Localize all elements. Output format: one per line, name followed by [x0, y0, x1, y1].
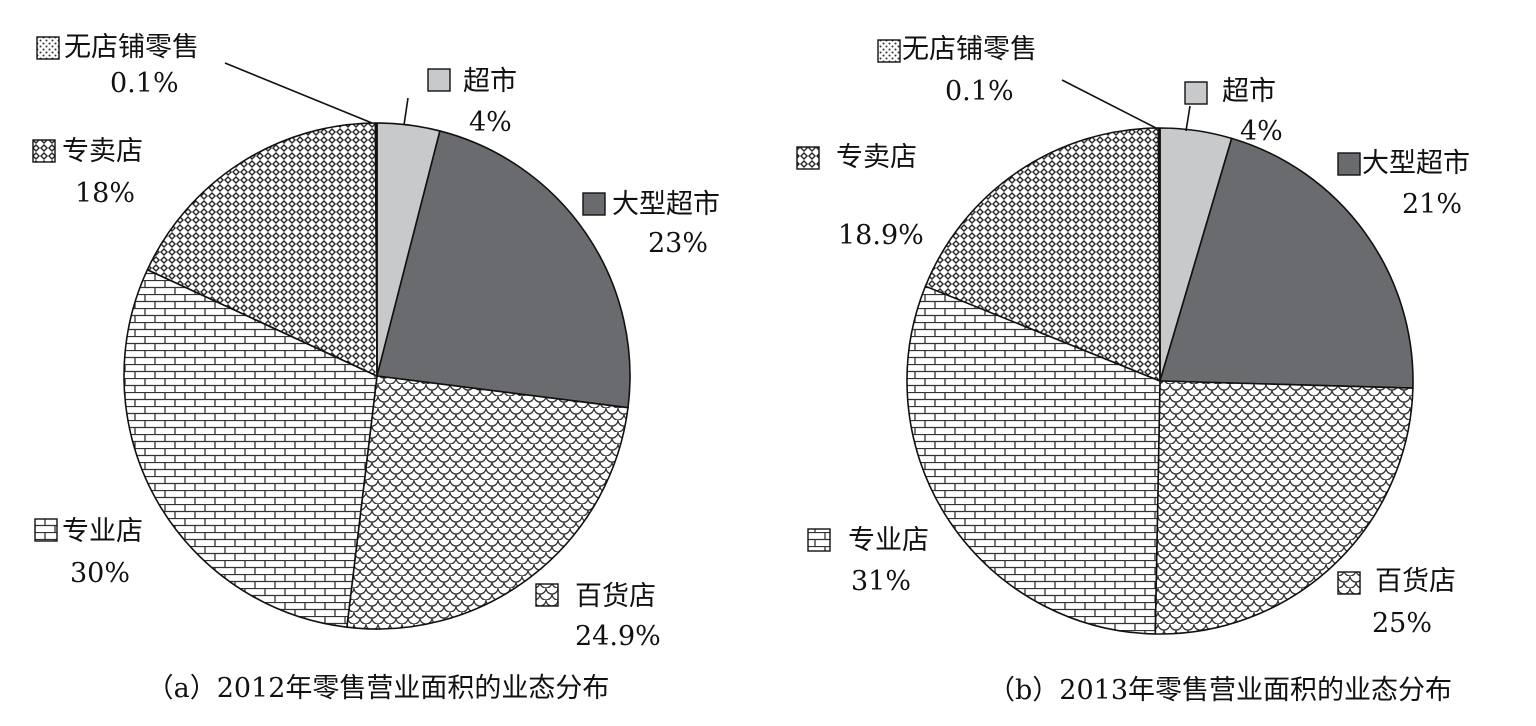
pie-chart-2012: 无店铺零售 0.1% 超市 4% 大型超市 23% 专卖店 18% 专业店 30…: [32, 32, 720, 704]
pie-slice-professional-store-2013: [906, 285, 1161, 635]
pie-slice-hypermarket-2012: [376, 130, 631, 409]
svg-text:专业店: 专业店: [62, 516, 143, 547]
callout-line-supermarket-2012: [403, 97, 409, 126]
pie-slice-specialty-store-2013: [924, 127, 1161, 382]
svg-text:超市: 超市: [463, 66, 517, 97]
caption-2012: （a）2012年零售营业面积的业态分布: [147, 673, 610, 704]
legend-label-specialty-store-2012: 专卖店 18%: [32, 136, 143, 209]
svg-text:专卖店: 专卖店: [836, 142, 917, 173]
svg-text:无店铺零售: 无店铺零售: [902, 34, 1037, 65]
svg-text:大型超市: 大型超市: [612, 189, 720, 220]
pie-slices-2013: [906, 127, 1414, 635]
pie-slice-online-2012: [374, 122, 378, 377]
svg-text:31%: 31%: [851, 566, 911, 597]
caption-2013: （b）2013年零售营业面积的业态分布: [988, 675, 1452, 706]
svg-text:专卖店: 专卖店: [62, 136, 143, 167]
svg-text:专业店: 专业店: [848, 525, 929, 556]
legend-label-professional-store-2013: 专业店 31%: [807, 525, 929, 597]
svg-text:24.9%: 24.9%: [575, 621, 661, 652]
svg-text:18%: 18%: [75, 178, 135, 209]
svg-text:百货店: 百货店: [1375, 566, 1456, 597]
pie-slice-department-store-2012: [346, 375, 629, 630]
pie-slice-professional-store-2012: [123, 268, 378, 628]
pie-slices-2012: [123, 122, 631, 630]
callout-line-online-2012: [224, 62, 373, 124]
svg-text:0.1%: 0.1%: [110, 68, 179, 99]
legend-label-department-store-2012: 百货店 24.9%: [535, 581, 661, 652]
svg-text:无店铺零售: 无店铺零售: [64, 32, 199, 63]
legend-label-online-2013: 无店铺零售 0.1%: [877, 34, 1037, 107]
svg-text:超市: 超市: [1222, 76, 1276, 107]
legend-label-online-2012: 无店铺零售 0.1%: [36, 32, 199, 99]
svg-text:21%: 21%: [1402, 189, 1462, 220]
legend-label-supermarket-2013: 超市 4%: [1184, 76, 1283, 147]
svg-text:25%: 25%: [1372, 608, 1432, 639]
legend-label-hypermarket-2013: 大型超市 21%: [1337, 148, 1470, 220]
svg-text:4%: 4%: [469, 107, 512, 138]
svg-text:23%: 23%: [648, 228, 708, 259]
pie-slice-hypermarket-2013: [1159, 137, 1414, 389]
svg-text:大型超市: 大型超市: [1362, 148, 1470, 179]
legend-label-supermarket-2012: 超市 4%: [427, 66, 517, 138]
svg-text:百货店: 百货店: [575, 581, 656, 612]
svg-text:0.1%: 0.1%: [945, 76, 1014, 107]
legend-label-specialty-store-2013: 专卖店 18.9%: [796, 142, 924, 251]
svg-text:30%: 30%: [70, 558, 130, 589]
legend-label-department-store-2013: 百货店 25%: [1337, 566, 1456, 639]
pie-slice-department-store-2013: [1154, 380, 1414, 635]
callout-line-online-2013: [1061, 79, 1157, 129]
svg-text:18.9%: 18.9%: [838, 220, 924, 251]
pie-slice-online-2013: [1157, 127, 1161, 382]
callout-line-supermarket-2013: [1185, 105, 1191, 132]
pie-slice-specialty-store-2012: [146, 122, 378, 377]
svg-text:4%: 4%: [1240, 116, 1283, 147]
pie-chart-2013: 无店铺零售 0.1% 超市 4% 大型超市 21% 专卖店 18.9% 专业店 …: [796, 34, 1470, 706]
legend-label-hypermarket-2012: 大型超市 23%: [582, 189, 720, 259]
legend-label-professional-store-2012: 专业店 30%: [34, 516, 143, 589]
